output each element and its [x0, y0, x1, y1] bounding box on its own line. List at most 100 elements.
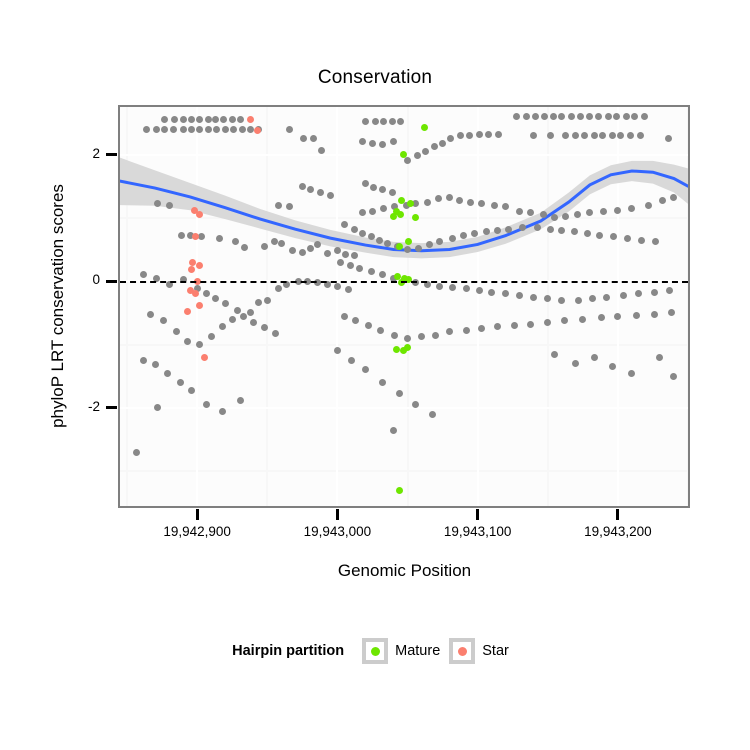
data-point-other: [467, 198, 475, 206]
data-point-other: [183, 337, 191, 345]
data-point-other: [462, 285, 470, 293]
data-point-other: [404, 334, 411, 342]
data-point-other: [377, 327, 385, 335]
data-point-other: [570, 228, 578, 236]
data-point-star: [183, 308, 191, 316]
legend: Hairpin partition Mature Star: [0, 638, 750, 664]
data-point-other: [204, 125, 212, 133]
y-axis-tick-label: -2: [87, 398, 100, 414]
data-point-other: [298, 249, 306, 257]
data-point-other: [389, 274, 397, 282]
data-point-other: [635, 290, 643, 298]
data-point-other: [342, 251, 350, 259]
data-point-other: [572, 360, 580, 367]
data-point-other: [171, 116, 179, 124]
data-point-other: [457, 132, 465, 139]
data-point-other: [614, 313, 622, 321]
data-point-other: [572, 132, 580, 139]
data-point-other: [650, 289, 658, 297]
data-point-other: [478, 200, 486, 208]
data-point-other: [203, 290, 211, 298]
data-point-other: [446, 194, 454, 202]
data-point-other: [274, 201, 282, 209]
data-point-other: [298, 182, 306, 190]
data-point-other: [551, 350, 559, 358]
data-point-other: [388, 118, 396, 126]
data-point-mature: [396, 211, 404, 219]
data-point-other: [547, 225, 555, 233]
data-point-other: [475, 130, 483, 138]
data-point-other: [636, 132, 644, 139]
data-point-other: [333, 347, 341, 355]
data-point-other: [455, 196, 463, 204]
data-point-other: [380, 204, 388, 212]
data-point-other: [650, 310, 658, 318]
data-point-other: [270, 238, 278, 246]
data-point-other: [359, 230, 367, 238]
data-point-other: [230, 125, 238, 133]
data-point-other: [523, 113, 531, 120]
data-point-other: [549, 113, 557, 120]
data-point-other: [597, 314, 605, 322]
data-point-other: [580, 132, 588, 139]
data-point-other: [371, 118, 379, 126]
data-point-other: [604, 113, 612, 120]
legend-item-mature[interactable]: Mature: [362, 638, 440, 664]
data-point-other: [188, 386, 196, 394]
data-point-other: [447, 135, 455, 143]
data-point-other: [368, 208, 376, 215]
data-point-other: [395, 390, 403, 398]
data-point-other: [234, 306, 242, 314]
data-point-other: [378, 271, 386, 279]
data-point-other: [608, 132, 616, 139]
data-point-other: [221, 125, 229, 133]
data-point-other: [272, 329, 280, 337]
data-point-other: [364, 322, 372, 329]
confidence-ribbon: [120, 157, 688, 259]
data-point-other: [237, 116, 245, 124]
y-axis-tick: [106, 279, 117, 283]
data-point-other: [475, 287, 483, 295]
data-point-other: [626, 132, 634, 139]
y-axis-tick-label: 0: [92, 272, 100, 288]
data-point-other: [622, 113, 630, 120]
data-point-other: [350, 225, 358, 233]
data-point-other: [165, 201, 173, 209]
data-point-other: [370, 183, 378, 191]
data-point-other: [203, 401, 211, 409]
data-point-other: [404, 246, 411, 253]
data-point-star: [196, 210, 204, 218]
data-point-other: [628, 204, 636, 212]
data-point-other: [547, 132, 555, 139]
data-point-other: [204, 116, 212, 124]
data-point-other: [255, 298, 263, 306]
data-point-star: [246, 116, 254, 124]
data-point-other: [510, 322, 518, 329]
x-axis-tick-label: 19,943,000: [303, 524, 372, 539]
data-point-other: [603, 293, 611, 301]
x-axis-tick-label: 19,942,900: [163, 524, 231, 539]
data-point-other: [378, 185, 386, 193]
data-point-other: [448, 234, 456, 242]
data-point-other: [152, 274, 160, 282]
grid-line-major-vertical: [616, 107, 619, 506]
data-point-other: [211, 116, 219, 124]
data-point-other: [598, 132, 606, 139]
data-point-other: [213, 125, 221, 133]
data-point-other: [540, 211, 548, 219]
data-point-other: [666, 287, 674, 295]
data-point-other: [340, 220, 348, 228]
data-point-mature: [395, 242, 403, 250]
x-axis-tick: [476, 509, 480, 520]
data-point-other: [493, 323, 501, 331]
data-point-other: [193, 285, 201, 293]
data-point-other: [579, 315, 587, 323]
data-point-other: [324, 280, 332, 288]
data-point-other: [378, 379, 386, 386]
data-point-other: [624, 234, 632, 242]
grid-line-major-vertical: [476, 107, 479, 506]
data-point-other: [340, 312, 348, 320]
legend-item-star[interactable]: Star: [449, 638, 509, 664]
data-point-other: [656, 353, 664, 361]
